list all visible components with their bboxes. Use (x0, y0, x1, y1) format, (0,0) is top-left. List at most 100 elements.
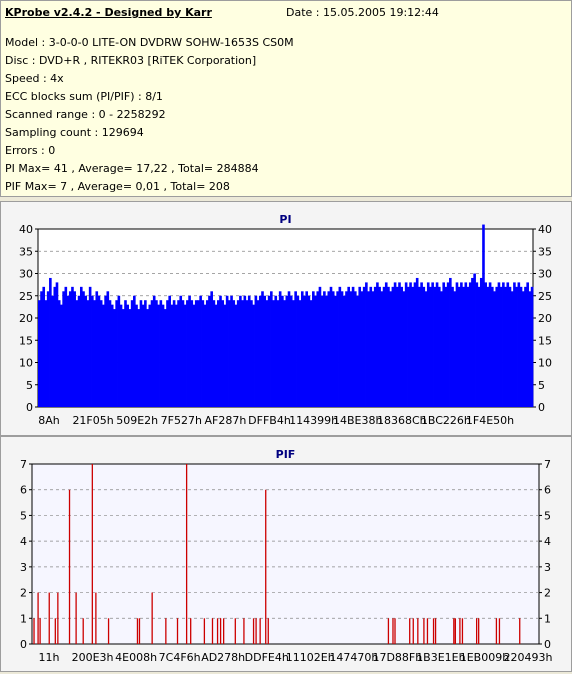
pi-bar (323, 291, 326, 407)
pi-bar (446, 282, 450, 407)
pi-bar (303, 295, 306, 407)
pi-bar (528, 291, 532, 407)
pi-bar (159, 300, 163, 407)
pi-bar (113, 309, 116, 407)
chart-title: PIF (276, 448, 296, 461)
y-tick-label-left: 20 (19, 312, 33, 325)
pi-bar (104, 295, 107, 407)
y-tick-label-left: 40 (19, 223, 33, 236)
pi-bar (245, 300, 249, 407)
y-tick-label-right: 5 (538, 379, 545, 392)
y-tick-label-right: 7 (544, 458, 551, 471)
pi-bar (84, 295, 88, 407)
pi-bar (124, 300, 127, 407)
pi-bar (163, 309, 167, 407)
pi-bar (263, 295, 267, 407)
pi-bar (292, 300, 295, 407)
pi-bar (495, 286, 499, 407)
pi-bar (53, 286, 57, 407)
pi-bar (309, 300, 313, 407)
pi-bar (506, 282, 510, 407)
y-tick-label-right: 15 (538, 334, 552, 347)
pi-bar (117, 295, 121, 407)
pi-bar (451, 286, 454, 407)
pi-bar (68, 291, 72, 407)
pi-bar (334, 295, 337, 407)
y-tick-label-left: 30 (19, 268, 33, 281)
pi-bar (468, 282, 472, 407)
pi-bar (400, 286, 404, 407)
pi-bar (515, 286, 518, 407)
pi-bar (71, 286, 74, 407)
plot-area (31, 463, 540, 645)
pi-bar (340, 291, 344, 407)
y-tick-label-right: 40 (538, 223, 552, 236)
pi-bar (274, 295, 278, 407)
pi-bar (526, 282, 529, 407)
y-tick-label-left: 6 (20, 484, 27, 497)
pi-bar (415, 277, 419, 407)
app-title: KProbe v2.4.2 - Designed by Karr (5, 6, 212, 19)
info-speed: Speed : 4x (5, 72, 64, 85)
pi-bar (270, 291, 273, 407)
x-tick-label: DDFE4h (245, 651, 289, 664)
info-pi-summary: PI Max= 41 , Average= 17,22 , Total= 284… (5, 162, 259, 175)
pi-bar (296, 295, 300, 407)
pi-bar (497, 282, 501, 407)
y-tick-label-left: 10 (19, 357, 33, 370)
y-tick-label-left: 1 (20, 612, 27, 625)
pi-bar (499, 286, 503, 407)
pi-bar (393, 282, 397, 407)
pi-bar (57, 300, 61, 407)
pi-bar (391, 286, 395, 407)
pi-bar (354, 291, 357, 407)
x-tick-label: AD278h (201, 651, 245, 664)
x-tick-label: DFFB4h (248, 414, 291, 427)
pi-bar (82, 291, 85, 407)
x-tick-label: 14BE38h (333, 414, 382, 427)
pi-bar (294, 291, 297, 407)
pi-bar (243, 295, 247, 407)
pi-bar (210, 291, 213, 407)
x-tick-label: 220493h (504, 651, 553, 664)
x-tick-label: 200E3h (72, 651, 114, 664)
pi-bar (46, 291, 50, 407)
y-tick-label-right: 6 (544, 484, 551, 497)
pi-bar (453, 291, 457, 407)
pi-bar (236, 300, 240, 407)
pif-chart-panel: PIF 0 0 1 1 2 2 3 3 4 4 5 5 6 6 7 7 11h 200E3h 4E008h 7C4F6h… (0, 436, 572, 672)
pi-bar (327, 291, 331, 407)
pi-bar (345, 291, 348, 407)
pi-bar (281, 295, 284, 407)
pi-bar (371, 291, 375, 407)
pi-bar (115, 300, 118, 407)
x-tick-label: 509E2h (116, 414, 158, 427)
pi-bar (62, 291, 65, 407)
pi-bar (175, 304, 178, 407)
y-tick-label-left: 2 (20, 587, 27, 600)
y-tick-label-right: 1 (544, 612, 551, 625)
pi-bar (148, 304, 152, 407)
pi-bar (435, 282, 439, 407)
y-tick-label-right: 10 (538, 357, 552, 370)
pi-bar (457, 286, 461, 407)
pi-bar (316, 291, 320, 407)
info-errors: Errors : 0 (5, 144, 56, 157)
pi-chart-panel: PI 0 0 5 5 10 10 15 15 20 20 25 25 30 30 35 35 40 40 8Ah 21F… (0, 201, 572, 436)
y-tick-label-left: 3 (20, 561, 27, 574)
pi-bar (42, 286, 46, 407)
y-tick-label-left: 15 (19, 334, 33, 347)
pi-bar (347, 286, 350, 407)
y-tick-label-right: 0 (538, 401, 545, 414)
pi-bar (192, 304, 196, 407)
pi-bar (95, 291, 99, 407)
y-tick-label-left: 0 (20, 638, 27, 651)
pi-chart: PI 0 0 5 5 10 10 15 15 20 20 25 25 30 30 35 35 40 40 8Ah 21F… (19, 213, 552, 427)
pi-bar (141, 304, 145, 407)
pi-bar (146, 309, 149, 407)
pi-bar (250, 300, 253, 407)
pi-bar (426, 282, 430, 407)
pi-bar (365, 282, 368, 407)
pi-bar (241, 300, 244, 407)
info-model: Model : 3-0-0-0 LITE-ON DVDRW SOHW-1653S… (5, 36, 294, 49)
